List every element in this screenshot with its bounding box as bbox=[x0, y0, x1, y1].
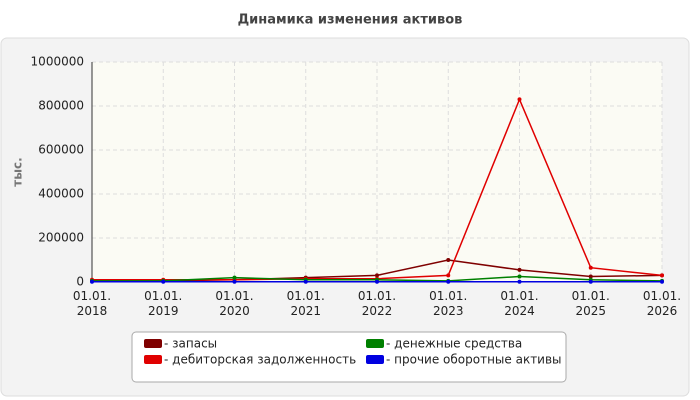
point bbox=[517, 279, 522, 284]
point bbox=[232, 279, 237, 284]
y-tick-label: 800000 bbox=[38, 99, 84, 113]
y-tick-label: 1000000 bbox=[31, 55, 84, 69]
point bbox=[446, 273, 451, 278]
x-tick-label: 01.01. 2023 bbox=[429, 289, 468, 318]
x-tick-label: 01.01. 2026 bbox=[642, 289, 682, 318]
legend-swatch bbox=[144, 339, 162, 348]
point bbox=[660, 273, 664, 278]
y-tick-label: 0 bbox=[76, 275, 84, 289]
point bbox=[660, 279, 664, 284]
legend-swatch bbox=[366, 339, 384, 348]
point bbox=[90, 279, 94, 284]
x-tick-label: 01.01. 2021 bbox=[286, 289, 325, 318]
x-tick-label: 01.01. 2020 bbox=[215, 289, 254, 318]
x-tick-label: 01.01. 2025 bbox=[571, 289, 610, 318]
legend-swatch bbox=[144, 355, 162, 364]
y-tick-label: 400000 bbox=[38, 187, 84, 201]
y-tick-label: 200000 bbox=[38, 231, 84, 245]
point bbox=[446, 258, 451, 262]
legend-label: - дебиторская задолженность bbox=[164, 353, 356, 367]
legend-label: - денежные средства bbox=[386, 337, 522, 351]
point bbox=[588, 265, 593, 270]
x-tick-label: 01.01. 2024 bbox=[500, 289, 539, 318]
x-tick-label: 01.01. 2018 bbox=[72, 289, 112, 318]
x-tick-label: 01.01. 2019 bbox=[144, 289, 183, 318]
legend-label: - прочие оборотные активы bbox=[386, 353, 562, 367]
point bbox=[232, 275, 237, 280]
point bbox=[161, 279, 166, 284]
legend-label: - запасы bbox=[164, 337, 217, 351]
legend-swatch bbox=[366, 355, 384, 364]
point bbox=[588, 274, 593, 279]
point bbox=[588, 279, 593, 284]
chart-title: Динамика изменения активов bbox=[238, 13, 463, 28]
point bbox=[303, 279, 308, 284]
point bbox=[517, 267, 522, 272]
y-tick-label: 600000 bbox=[38, 143, 84, 157]
point bbox=[517, 274, 522, 279]
x-tick-label: 01.01. 2022 bbox=[357, 289, 397, 318]
point bbox=[375, 273, 379, 278]
y-axis-label: тыс. bbox=[11, 157, 25, 186]
point bbox=[517, 97, 522, 102]
point bbox=[446, 279, 451, 284]
plot-area bbox=[92, 62, 662, 282]
legend bbox=[131, 331, 567, 383]
point bbox=[375, 279, 379, 284]
